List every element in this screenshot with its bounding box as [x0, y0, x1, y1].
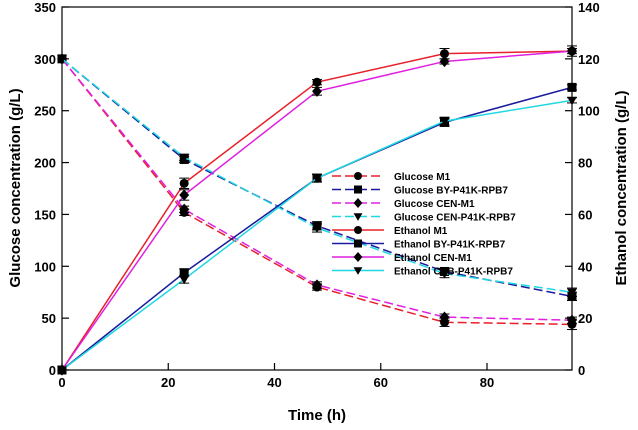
series-3 [57, 55, 577, 298]
data-point [179, 203, 190, 215]
legend-label: Ethanol M1 [394, 226, 448, 237]
series-layer [57, 45, 577, 376]
y-left-tick-label: 250 [34, 104, 56, 119]
data-point [57, 366, 67, 375]
series-6 [57, 45, 577, 376]
axis-ticks: 0 20 40 60 80 0 50 100 150 200 250 300 350 0 20 40 60 80 1… [34, 0, 599, 390]
y-right-tick-label: 120 [578, 52, 600, 67]
y-right-tick-label: 80 [578, 156, 592, 171]
x-tick-label: 60 [374, 375, 388, 390]
x-tick-label: 80 [480, 375, 494, 390]
data-point [439, 311, 450, 323]
legend-item: Ethanol BY-P41K-RPB7 [332, 239, 506, 251]
data-point [312, 279, 322, 291]
y-left-tick-label: 300 [34, 52, 56, 67]
data-point [179, 153, 190, 163]
legend-item: Glucose M1 [332, 172, 451, 183]
series-line [61, 50, 573, 371]
y-left-tick-label: 200 [34, 156, 56, 171]
legend-label: Ethanol CEN-M1 [394, 253, 472, 264]
legend-label: Ethanol CEB-P41K-RPB7 [394, 267, 513, 278]
data-point [57, 55, 67, 64]
legend-marker [354, 226, 362, 234]
y-left-tick-label: 100 [34, 259, 56, 274]
legend-label: Glucose M1 [394, 172, 451, 183]
legend-item: Ethanol CEB-P41K-RPB7 [332, 267, 513, 278]
x-tick-label: 0 [58, 375, 65, 390]
y-right-tick-label: 40 [578, 259, 592, 274]
data-point [312, 224, 322, 233]
data-point [567, 45, 577, 57]
legend-marker [353, 267, 363, 275]
y-right-tick-label: 140 [578, 0, 600, 15]
plot-frame [61, 6, 573, 371]
legend-label: Glucose CEN-M1 [394, 199, 475, 210]
legend: Glucose M1 Glucose BY-P41K-RPB7 Glucose CE… [332, 172, 516, 278]
legend-item: Glucose CEN-P41K-RPB7 [332, 213, 516, 224]
y-left-tick-label: 150 [34, 207, 56, 222]
x-axis-title: Time (h) [288, 407, 346, 424]
legend-marker [354, 172, 362, 180]
series-7 [57, 96, 577, 375]
y-right-tick-label: 100 [578, 104, 600, 119]
legend-item: Glucose BY-P41K-RPB7 [332, 185, 508, 197]
data-point [567, 314, 577, 326]
x-tick-label: 20 [161, 375, 175, 390]
data-point [439, 269, 450, 279]
data-point [179, 189, 190, 201]
data-point [567, 288, 577, 298]
data-point [439, 117, 450, 127]
data-point [312, 77, 322, 87]
legend-label: Ethanol BY-P41K-RPB7 [394, 240, 506, 251]
data-point [567, 82, 577, 92]
x-tick-label: 40 [267, 375, 281, 390]
y-right-axis-title: Ethanol concentration (g/L) [613, 91, 630, 286]
data-point [312, 174, 322, 184]
y-right-tick-label: 0 [578, 363, 585, 378]
legend-marker [354, 185, 362, 194]
series-line [61, 58, 573, 326]
data-point [179, 268, 189, 278]
y-left-axis-title: Glucose concentration (g/L) [7, 88, 24, 287]
legend-label: Glucose BY-P41K-RPB7 [394, 186, 508, 197]
data-point [179, 275, 190, 285]
legend-marker [353, 198, 363, 208]
series-line [61, 50, 573, 371]
legend-item: Ethanol CEN-M1 [332, 252, 472, 264]
data-point [567, 96, 577, 106]
series-line [61, 99, 573, 371]
legend-label: Glucose CEN-P41K-RPB7 [394, 213, 516, 224]
y-left-tick-label: 350 [34, 0, 56, 15]
data-point [312, 85, 322, 97]
y-right-tick-label: 20 [578, 311, 592, 326]
legend-marker [354, 239, 362, 248]
data-point [179, 178, 189, 188]
data-point [439, 55, 450, 68]
legend-item: Ethanol M1 [332, 226, 448, 237]
legend-item: Glucose CEN-M1 [332, 198, 475, 210]
data-point [440, 49, 449, 59]
legend-marker [353, 252, 363, 262]
legend-marker [353, 213, 363, 221]
y-left-tick-label: 50 [42, 311, 56, 326]
y-left-tick-label: 0 [49, 363, 56, 378]
y-right-tick-label: 60 [578, 207, 592, 222]
